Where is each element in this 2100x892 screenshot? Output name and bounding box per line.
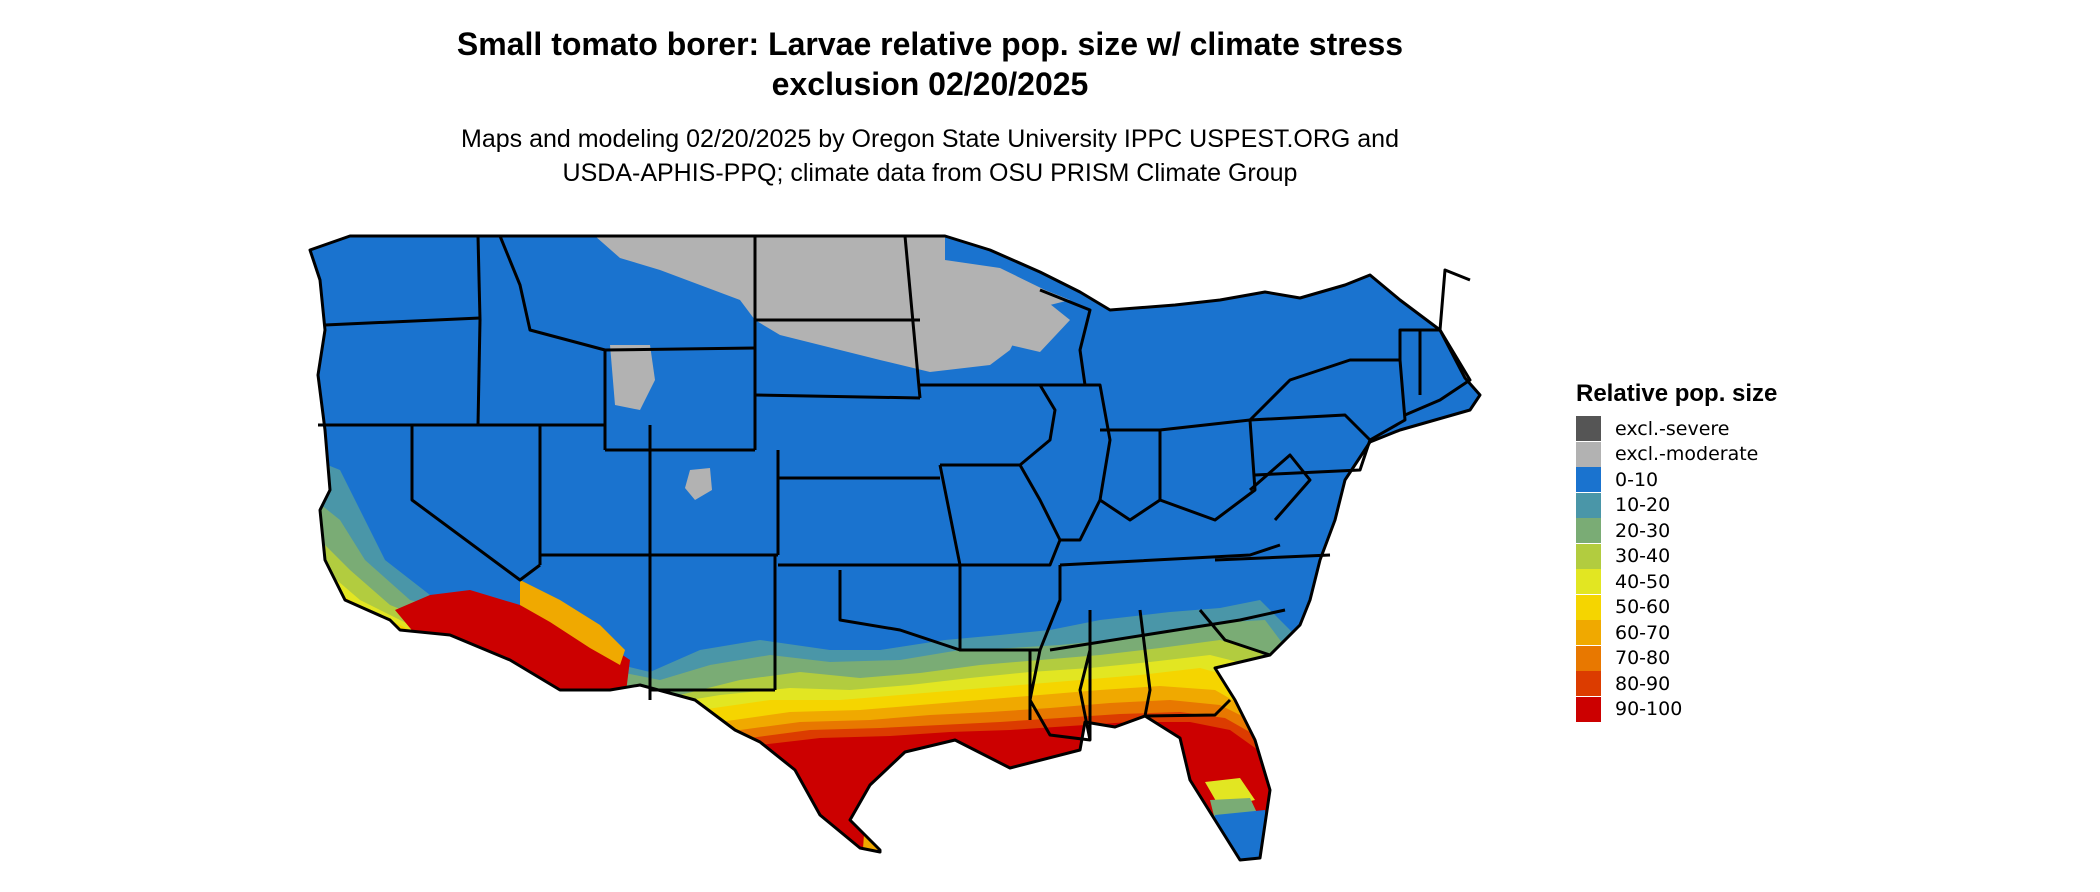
legend-label: 30-40 bbox=[1615, 545, 1671, 568]
legend-swatch bbox=[1576, 467, 1601, 493]
border-mt-wy bbox=[604, 346, 756, 352]
legend-swatch bbox=[1576, 696, 1601, 722]
border-mn-west bbox=[903, 235, 922, 399]
border-ia bbox=[920, 383, 1057, 467]
region-excl-moderate-maine bbox=[1480, 280, 1512, 325]
legend-item: excl.-moderate bbox=[1576, 441, 1777, 468]
border-ny bbox=[1248, 358, 1407, 442]
border-la-ms bbox=[1028, 649, 1092, 742]
border-wa-id bbox=[476, 235, 482, 321]
legend-title: Relative pop. size bbox=[1576, 380, 1778, 407]
us-outline bbox=[308, 234, 1482, 862]
legend-label: excl.-severe bbox=[1615, 417, 1730, 440]
region-excl-moderate-michigan bbox=[995, 295, 1070, 352]
border-sd-ne bbox=[754, 393, 921, 400]
region-texas-tip bbox=[860, 820, 895, 860]
legend-label: excl.-moderate bbox=[1615, 443, 1759, 466]
region-60-70-southwest bbox=[520, 580, 625, 665]
region-90-100-southwest bbox=[395, 590, 630, 705]
border-oh bbox=[1159, 418, 1257, 522]
border-ca-nv bbox=[410, 425, 541, 582]
legend-label: 10-20 bbox=[1615, 494, 1671, 517]
legend-item: 30-40 bbox=[1576, 543, 1777, 570]
legend-swatch bbox=[1576, 441, 1601, 467]
legend-label: 20-30 bbox=[1615, 519, 1671, 542]
legend-swatch bbox=[1576, 569, 1601, 595]
border-new-england bbox=[1398, 328, 1472, 417]
us-map bbox=[308, 234, 1512, 862]
border-ga-fl bbox=[1144, 698, 1232, 718]
region-excl-moderate-north-plains bbox=[595, 236, 1070, 372]
border-mo bbox=[938, 464, 1062, 567]
title-line-1: Small tomato borer: Larvae relative pop.… bbox=[456, 26, 1404, 62]
border-wa-or bbox=[324, 316, 481, 327]
legend-swatch bbox=[1576, 416, 1601, 442]
legend-item: 90-100 bbox=[1576, 696, 1777, 723]
border-wi-mi bbox=[1039, 288, 1092, 386]
legend-swatch bbox=[1576, 518, 1601, 544]
border-id-mt bbox=[498, 235, 606, 352]
legend-items: excl.-severe excl.-moderate 0-10 10-20 20-30… bbox=[1576, 416, 1777, 722]
legend-label: 60-70 bbox=[1615, 621, 1671, 644]
legend-item: 60-70 bbox=[1576, 620, 1777, 646]
region-excl-moderate-colorado bbox=[685, 468, 712, 500]
legend-label: 80-90 bbox=[1615, 672, 1671, 695]
border-il bbox=[1040, 383, 1112, 542]
border-me bbox=[1438, 268, 1471, 331]
legend-label: 50-60 bbox=[1615, 596, 1671, 619]
border-nc-va bbox=[1214, 553, 1331, 562]
region-excl-moderate-wyoming bbox=[610, 345, 655, 410]
legend-item: 50-60 bbox=[1576, 594, 1777, 621]
legend-label: 40-50 bbox=[1615, 570, 1671, 593]
legend-swatch bbox=[1576, 594, 1601, 620]
map-subtitle: Maps and modeling 02/20/2025 by Oregon S… bbox=[300, 122, 1560, 190]
border-al-ga bbox=[1138, 609, 1152, 717]
legend-swatch bbox=[1576, 543, 1601, 569]
legend-label: 0-10 bbox=[1615, 468, 1659, 491]
legend-item: 10-20 bbox=[1576, 492, 1777, 519]
border-wv-va bbox=[1249, 453, 1312, 521]
border-id-west bbox=[476, 319, 482, 426]
border-ok-tx bbox=[838, 570, 961, 652]
legend-item: 0-10 bbox=[1576, 467, 1777, 493]
legend-swatch bbox=[1576, 620, 1601, 646]
border-ky-tn bbox=[1059, 543, 1281, 567]
legend-item: 40-50 bbox=[1576, 569, 1777, 595]
legend-swatch bbox=[1576, 492, 1601, 518]
legend-label: 90-100 bbox=[1615, 698, 1683, 721]
subtitle-line-1: Maps and modeling 02/20/2025 by Oregon S… bbox=[461, 125, 1399, 153]
legend: Relative pop. size excl.-severe excl.-mod… bbox=[1576, 378, 1777, 722]
legend-swatch bbox=[1576, 671, 1601, 697]
title-line-2: exclusion 02/20/2025 bbox=[771, 66, 1089, 102]
legend-swatch bbox=[1576, 645, 1601, 671]
state-borders bbox=[308, 234, 1482, 862]
legend-item: 20-30 bbox=[1576, 518, 1777, 544]
legend-label: 70-80 bbox=[1615, 647, 1671, 670]
border-ga-sc bbox=[1198, 609, 1271, 657]
legend-item: 80-90 bbox=[1576, 671, 1777, 697]
legend-item: 70-80 bbox=[1576, 645, 1777, 672]
border-tn-south bbox=[1049, 608, 1286, 652]
subtitle-line-2: USDA-APHIS-PPQ; climate data from OSU PR… bbox=[562, 159, 1298, 187]
map-title: Small tomato borer: Larvae relative pop.… bbox=[300, 24, 1560, 104]
legend-item: excl.-severe bbox=[1576, 416, 1777, 442]
